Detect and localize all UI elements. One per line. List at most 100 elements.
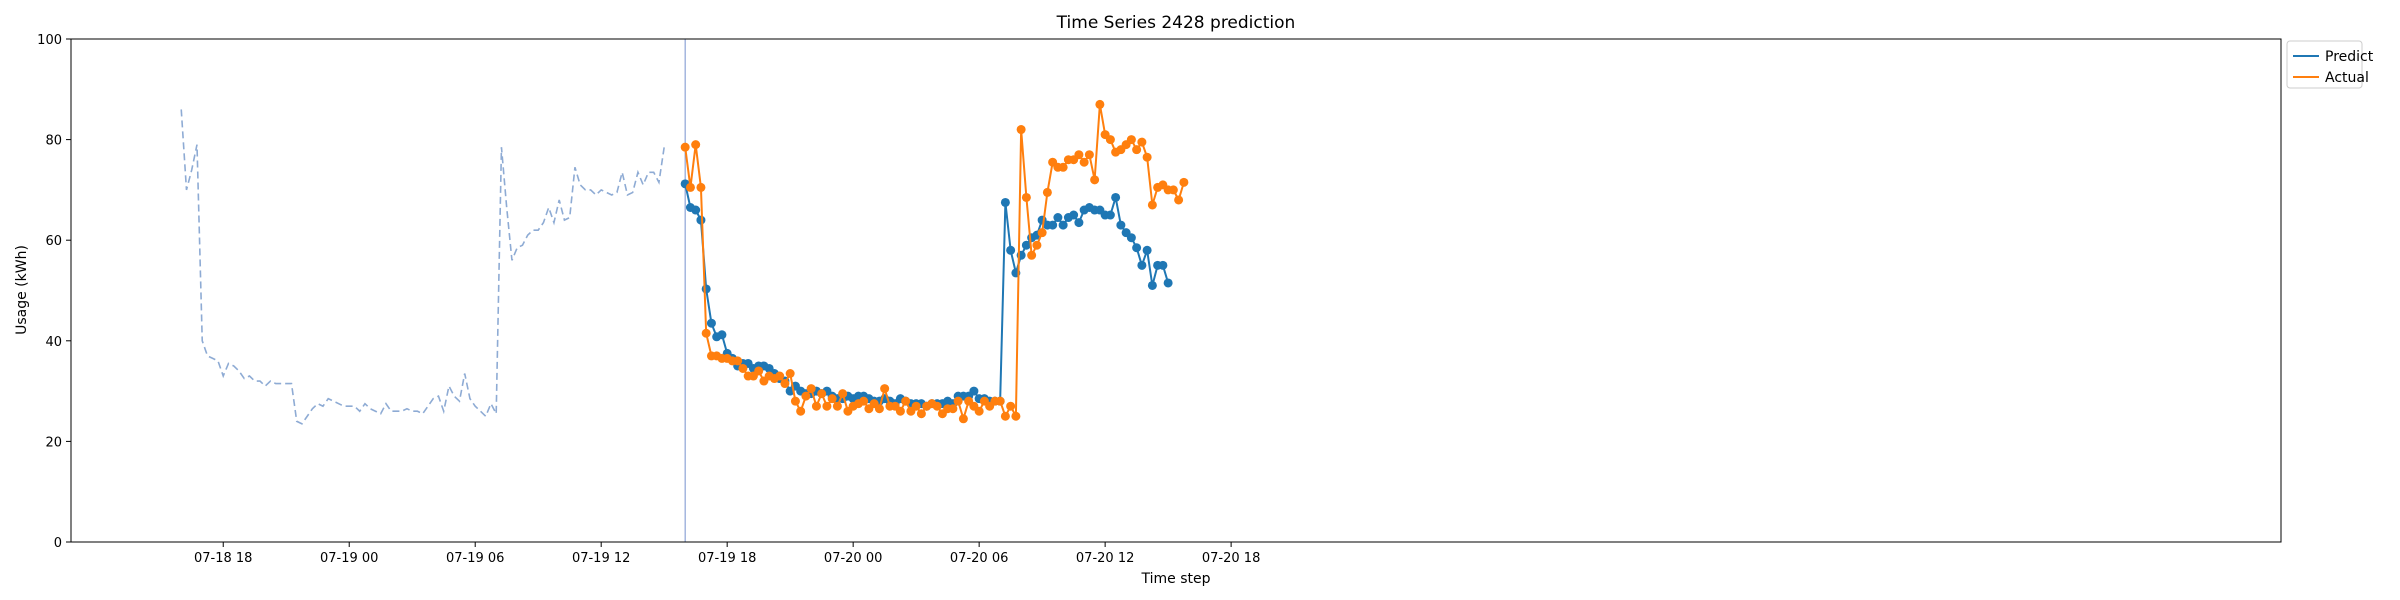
- actual-data-point: [701, 328, 711, 338]
- y-tick-label: 0: [54, 536, 62, 551]
- predict-data-point: [691, 205, 701, 215]
- x-tick-label: 07-20 18: [1202, 551, 1260, 566]
- x-tick-label: 07-18 18: [194, 551, 252, 566]
- actual-data-point: [832, 401, 842, 411]
- y-tick-label: 80: [45, 134, 62, 149]
- x-axis-label: Time step: [1141, 571, 1211, 587]
- x-tick-label: 07-19 12: [572, 551, 630, 566]
- predict-data-point: [1147, 280, 1157, 290]
- predict-data-point: [701, 284, 711, 294]
- actual-data-point: [811, 401, 821, 411]
- predict-data-point: [1058, 220, 1068, 230]
- legend-predict-label: Predict: [2325, 49, 2374, 65]
- actual-data-point: [1032, 240, 1042, 250]
- actual-data-point: [1016, 125, 1026, 135]
- actual-data-point: [796, 406, 806, 416]
- actual-data-point: [806, 384, 816, 394]
- actual-data-point: [822, 401, 832, 411]
- actual-data-point: [801, 391, 811, 401]
- actual-data-point: [932, 401, 942, 411]
- actual-data-point: [1126, 135, 1136, 145]
- y-tick-label: 40: [45, 335, 62, 350]
- actual-data-point: [911, 401, 921, 411]
- actual-data-point: [880, 384, 890, 394]
- actual-data-point: [1105, 135, 1115, 145]
- actual-data-point: [1174, 195, 1184, 205]
- predict-data-point: [1069, 210, 1079, 220]
- actual-data-point: [827, 394, 837, 404]
- actual-data-point: [895, 406, 905, 416]
- predict-data-point: [1163, 278, 1173, 288]
- legend: Predict Actual: [2286, 40, 2374, 89]
- predict-data-point: [1142, 245, 1152, 255]
- history-series-line: [180, 109, 665, 425]
- y-axis-ticks: 0 20 40 60 80 100: [37, 33, 71, 551]
- predict-data-point: [1053, 213, 1063, 223]
- actual-data-point: [953, 396, 963, 406]
- predict-data-point: [1074, 218, 1084, 228]
- actual-data-point: [838, 389, 848, 399]
- actual-data-point: [1147, 200, 1157, 210]
- x-tick-label: 07-20 00: [824, 551, 882, 566]
- actual-data-point: [680, 142, 690, 152]
- predict-data-point: [1000, 197, 1010, 207]
- x-tick-label: 07-19 18: [698, 551, 756, 566]
- predict-data-point: [1132, 243, 1142, 253]
- predict-data-point: [1048, 220, 1058, 230]
- predict-data-point: [1158, 260, 1168, 270]
- actual-data-point: [790, 396, 800, 406]
- actual-data-point: [738, 363, 748, 373]
- predict-data-point: [1006, 245, 1016, 255]
- actual-data-point: [1137, 137, 1147, 147]
- y-tick-label: 20: [45, 435, 62, 450]
- actual-data-point: [817, 389, 827, 399]
- actual-data-point: [754, 366, 764, 376]
- predict-data-point: [1111, 192, 1121, 202]
- actual-data-point: [685, 182, 695, 192]
- predict-data-point: [969, 386, 979, 396]
- actual-data-point: [1027, 250, 1037, 260]
- actual-data-point: [780, 379, 790, 389]
- predict-data-point: [1105, 210, 1115, 220]
- actual-data-point: [775, 371, 785, 381]
- x-tick-label: 07-20 12: [1076, 551, 1134, 566]
- actual-data-point: [995, 396, 1005, 406]
- predict-data-point: [1126, 233, 1136, 243]
- predict-data-point: [696, 215, 706, 225]
- actual-data-point: [1090, 175, 1100, 185]
- actual-data-point: [733, 356, 743, 366]
- predict-data-point: [1116, 220, 1126, 230]
- predict-data-point: [1137, 260, 1147, 270]
- x-tick-label: 07-19 00: [320, 551, 378, 566]
- actual-data-point: [1000, 411, 1010, 421]
- actual-data-point: [1006, 401, 1016, 411]
- x-axis-ticks: 07-18 18 07-19 00 07-19 06 07-19 12 07-19 18…: [194, 542, 1260, 566]
- predict-data-point: [706, 318, 716, 328]
- actual-data-point: [1011, 411, 1021, 421]
- actual-data-point: [859, 396, 869, 406]
- actual-data-point: [1074, 150, 1084, 160]
- actual-data-point: [1142, 152, 1152, 162]
- y-tick-label: 100: [37, 33, 62, 48]
- actual-data-point: [1058, 162, 1068, 172]
- actual-data-point: [785, 369, 795, 378]
- actual-data-point: [948, 404, 958, 414]
- actual-data-point: [1079, 157, 1089, 167]
- plot-area: [180, 39, 1189, 542]
- actual-data-point: [1095, 99, 1105, 109]
- actual-data-point: [1132, 145, 1142, 155]
- plot-frame: [70, 38, 2282, 543]
- actual-data-point: [1084, 150, 1094, 160]
- actual-data-point: [1042, 187, 1052, 197]
- actual-data-point: [691, 140, 701, 150]
- x-tick-label: 07-19 06: [446, 551, 504, 566]
- actual-data-point: [1021, 192, 1031, 202]
- actual-data-point: [874, 404, 884, 414]
- chart-title: Time Series 2428 prediction: [1056, 13, 1296, 33]
- y-axis-label: Usage (kWh): [14, 245, 30, 335]
- x-tick-label: 07-20 06: [950, 551, 1008, 566]
- actual-data-point: [901, 396, 911, 406]
- actual-data-point: [958, 414, 968, 424]
